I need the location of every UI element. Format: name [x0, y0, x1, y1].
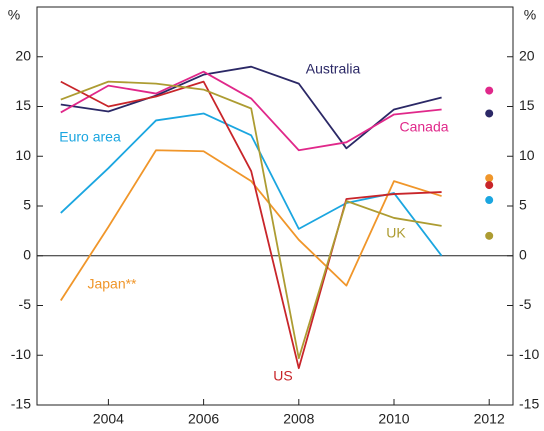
series-label: US: [273, 368, 292, 384]
y-tick-label-left: 0: [23, 246, 31, 262]
y-tick-label-left: -15: [11, 396, 31, 412]
y-tick-label-left: 20: [15, 47, 31, 63]
series-line: [60, 65, 442, 150]
forecast-dot: [485, 86, 494, 95]
y-tick-label-left: -5: [19, 296, 32, 312]
y-unit-left: %: [8, 7, 20, 23]
y-tick-label-right: 0: [519, 246, 527, 262]
series-label: Canada: [399, 119, 448, 135]
x-tick-label: 2008: [283, 411, 314, 427]
forecast-dot: [485, 196, 494, 205]
x-tick-label: 2004: [93, 411, 124, 427]
y-tick-label-right: -10: [519, 346, 539, 362]
series-label: Japan**: [87, 276, 137, 292]
y-tick-label-left: 10: [15, 147, 31, 163]
y-tick-label-left: 5: [23, 197, 31, 213]
y-unit-right: %: [524, 7, 536, 23]
y-tick-label-right: 5: [519, 197, 527, 213]
series-line: [60, 70, 442, 152]
forecast-dot: [485, 231, 494, 240]
y-tick-label-right: 10: [519, 147, 535, 163]
series-line: [60, 149, 442, 302]
plot-frame: [36, 6, 514, 406]
x-tick-label: 2006: [188, 411, 219, 427]
x-tick-label: 2012: [474, 411, 505, 427]
y-tick-label-right: -5: [519, 296, 532, 312]
forecast-dot: [485, 174, 494, 183]
series-line: [60, 80, 442, 360]
series-label: UK: [386, 225, 406, 241]
series-label: Euro area: [59, 129, 121, 145]
y-tick-label-right: 15: [519, 97, 535, 113]
forecast-dot: [485, 109, 494, 118]
forecast-dot: [485, 181, 494, 190]
y-tick-label-right: -15: [519, 396, 539, 412]
series-line: [60, 80, 442, 370]
x-tick-label: 2010: [378, 411, 409, 427]
series-label: Australia: [306, 61, 361, 77]
y-tick-label-left: 15: [15, 97, 31, 113]
y-tick-label-right: 20: [519, 47, 535, 63]
y-tick-label-left: -10: [11, 346, 31, 362]
